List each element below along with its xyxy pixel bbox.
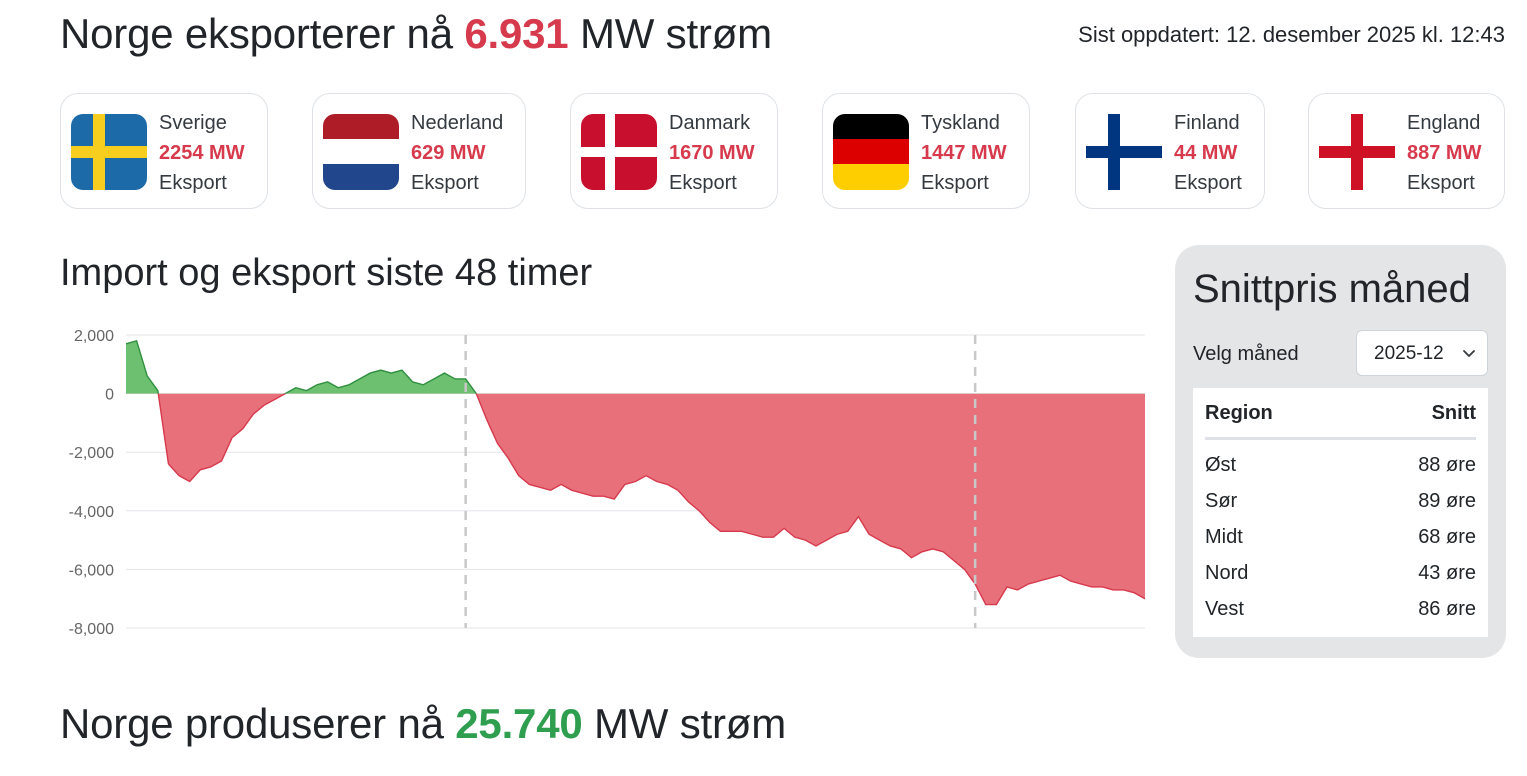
country-card-england[interactable]: England 887 MW Eksport	[1308, 93, 1505, 209]
y-tick-label: -2,000	[69, 445, 114, 462]
england-flag-icon	[1319, 114, 1395, 190]
table-row: Sør 89 øre	[1205, 484, 1476, 520]
price-table: Region Snitt Øst 88 øre Sør 89 øre Midt …	[1193, 388, 1488, 637]
y-tick-label: 2,000	[74, 328, 114, 345]
table-row: Nord 43 øre	[1205, 556, 1476, 592]
finland-flag-icon	[1086, 114, 1162, 190]
export-headline-value: 6.931	[464, 10, 569, 57]
positive-line	[126, 340, 478, 394]
country-type: Eksport	[921, 172, 989, 194]
row-region: Vest	[1205, 598, 1244, 620]
row-average: 68 øre	[1418, 526, 1476, 548]
country-card-netherlands[interactable]: Nederland 629 MW Eksport	[312, 93, 526, 209]
country-type: Eksport	[1407, 172, 1475, 194]
side-card-title: Snittpris måned	[1193, 267, 1471, 311]
header-average: Snitt	[1431, 402, 1476, 424]
negative-area	[126, 393, 1145, 605]
country-name: Danmark	[669, 112, 751, 134]
row-average: 88 øre	[1418, 454, 1476, 476]
country-name: Finland	[1174, 112, 1240, 134]
y-tick-label: -4,000	[69, 504, 114, 521]
country-card-denmark[interactable]: Danmark 1670 MW Eksport	[570, 93, 778, 209]
country-name: Nederland	[411, 112, 504, 134]
country-value: 1447 MW	[921, 142, 1007, 164]
export-headline-suffix: MW strøm	[579, 10, 772, 57]
sweden-flag-icon	[71, 114, 147, 190]
production-headline-prefix: Norge produserer nå	[60, 700, 444, 747]
chart-svg: 2,000 0 -2,000 -4,000 -6,000 -8,000	[69, 328, 1145, 638]
month-select[interactable]: 2025-12	[1356, 330, 1488, 376]
y-tick-label: -6,000	[69, 562, 114, 579]
table-row: Vest 86 øre	[1205, 592, 1476, 628]
country-name: Sverige	[159, 112, 227, 134]
table-row: Øst 88 øre	[1205, 448, 1476, 484]
row-region: Øst	[1205, 454, 1237, 476]
country-value: 629 MW	[411, 142, 486, 164]
country-type: Eksport	[1174, 172, 1242, 194]
country-type: Eksport	[669, 172, 737, 194]
chevron-down-icon	[1463, 350, 1475, 357]
header-region: Region	[1205, 402, 1273, 424]
row-average: 86 øre	[1418, 598, 1476, 620]
month-select-label: Velg måned	[1193, 343, 1299, 365]
month-select-value: 2025-12	[1374, 343, 1444, 364]
row-average: 43 øre	[1418, 562, 1476, 584]
country-card-germany[interactable]: Tyskland 1447 MW Eksport	[822, 93, 1030, 209]
country-name: England	[1407, 112, 1481, 134]
row-region: Nord	[1205, 562, 1249, 584]
germany-flag-icon	[833, 114, 909, 190]
country-card-sweden[interactable]: Sverige 2254 MW Eksport	[60, 93, 268, 209]
export-headline: Norge eksporterer nå 6.931 MW strøm	[60, 10, 772, 58]
country-type: Eksport	[411, 172, 479, 194]
last-updated: Sist oppdatert: 12. desember 2025 kl. 12…	[1078, 22, 1505, 47]
country-value: 44 MW	[1174, 142, 1238, 164]
country-name: Tyskland	[921, 112, 1000, 134]
production-headline: Norge produserer nå 25.740 MW strøm	[60, 700, 786, 748]
netherlands-flag-icon	[323, 114, 399, 190]
country-value: 887 MW	[1407, 142, 1482, 164]
chart-section-title: Import og eksport siste 48 timer	[60, 252, 593, 294]
price-table-header: Region Snitt	[1205, 402, 1476, 440]
y-tick-label: 0	[105, 387, 114, 404]
monthly-average-price-card: Snittpris måned Velg måned 2025-12 Regio…	[1175, 245, 1506, 658]
export-headline-prefix: Norge eksporterer nå	[60, 10, 453, 57]
negative-line	[157, 393, 1145, 606]
production-headline-value: 25.740	[455, 700, 583, 747]
y-tick-label: -8,000	[69, 621, 114, 638]
country-card-finland[interactable]: Finland 44 MW Eksport	[1075, 93, 1265, 209]
production-headline-suffix: MW strøm	[594, 700, 786, 747]
import-export-chart: 2,000 0 -2,000 -4,000 -6,000 -8,000	[60, 318, 1160, 648]
row-region: Midt	[1205, 526, 1243, 548]
row-region: Sør	[1205, 490, 1238, 512]
table-row: Midt 68 øre	[1205, 520, 1476, 556]
denmark-flag-icon	[581, 114, 657, 190]
country-type: Eksport	[159, 172, 227, 194]
row-average: 89 øre	[1418, 490, 1476, 512]
country-value: 2254 MW	[159, 142, 245, 164]
positive-area	[126, 340, 477, 394]
country-value: 1670 MW	[669, 142, 755, 164]
